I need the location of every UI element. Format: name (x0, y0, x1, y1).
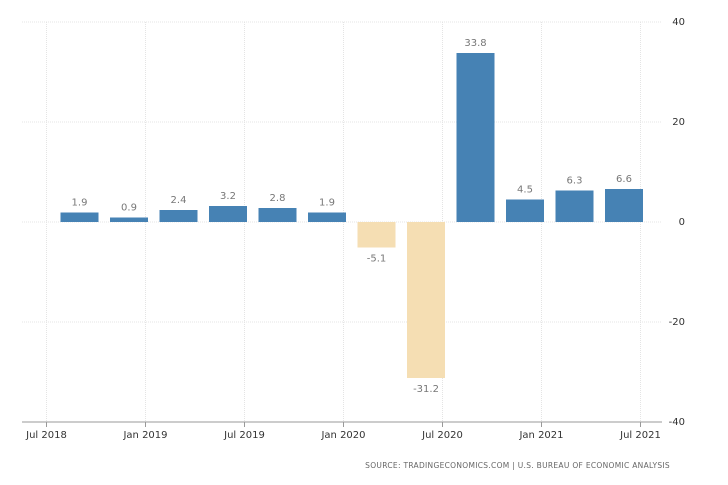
value-label: -5.1 (367, 254, 387, 265)
x-tick-label: Jan 2021 (518, 430, 563, 441)
y-tick-label: -20 (669, 317, 685, 328)
value-label: 2.8 (270, 193, 286, 204)
value-label: 4.5 (517, 185, 533, 196)
bar (605, 189, 643, 222)
source: SOURCE: TRADINGECONOMICS.COM | U.S. BURE… (365, 461, 670, 470)
value-label: 33.8 (464, 38, 486, 49)
value-label: 0.9 (121, 203, 137, 214)
y-tick-label: -40 (669, 417, 685, 428)
x-tick-label: Jul 2020 (421, 430, 463, 441)
bar (456, 53, 495, 222)
bar (506, 199, 544, 222)
bar (555, 190, 594, 222)
bar (308, 212, 346, 222)
x-tick-label: Jul 2019 (223, 430, 265, 441)
y-tick-label: 20 (672, 117, 685, 128)
bar (159, 210, 198, 222)
x-tick-label: Jul 2021 (619, 430, 661, 441)
bar (209, 206, 247, 222)
value-label: 1.9 (319, 198, 335, 209)
y-tick-label: 0 (679, 217, 685, 228)
value-label: 2.4 (171, 195, 187, 206)
bar (60, 212, 99, 222)
value-label: 1.9 (72, 198, 88, 209)
bar (357, 222, 396, 248)
x-tick-label: Jan 2019 (122, 430, 167, 441)
bar (258, 208, 297, 222)
value-label: 6.6 (616, 174, 632, 185)
value-label: 6.3 (567, 176, 583, 187)
x-tick-label: Jul 2018 (25, 430, 67, 441)
value-label: -31.2 (413, 384, 439, 395)
bar (110, 217, 148, 222)
x-tick-label: Jan 2020 (320, 430, 365, 441)
value-label: 3.2 (220, 191, 236, 202)
y-tick-label: 40 (672, 17, 685, 28)
bar (407, 222, 445, 378)
